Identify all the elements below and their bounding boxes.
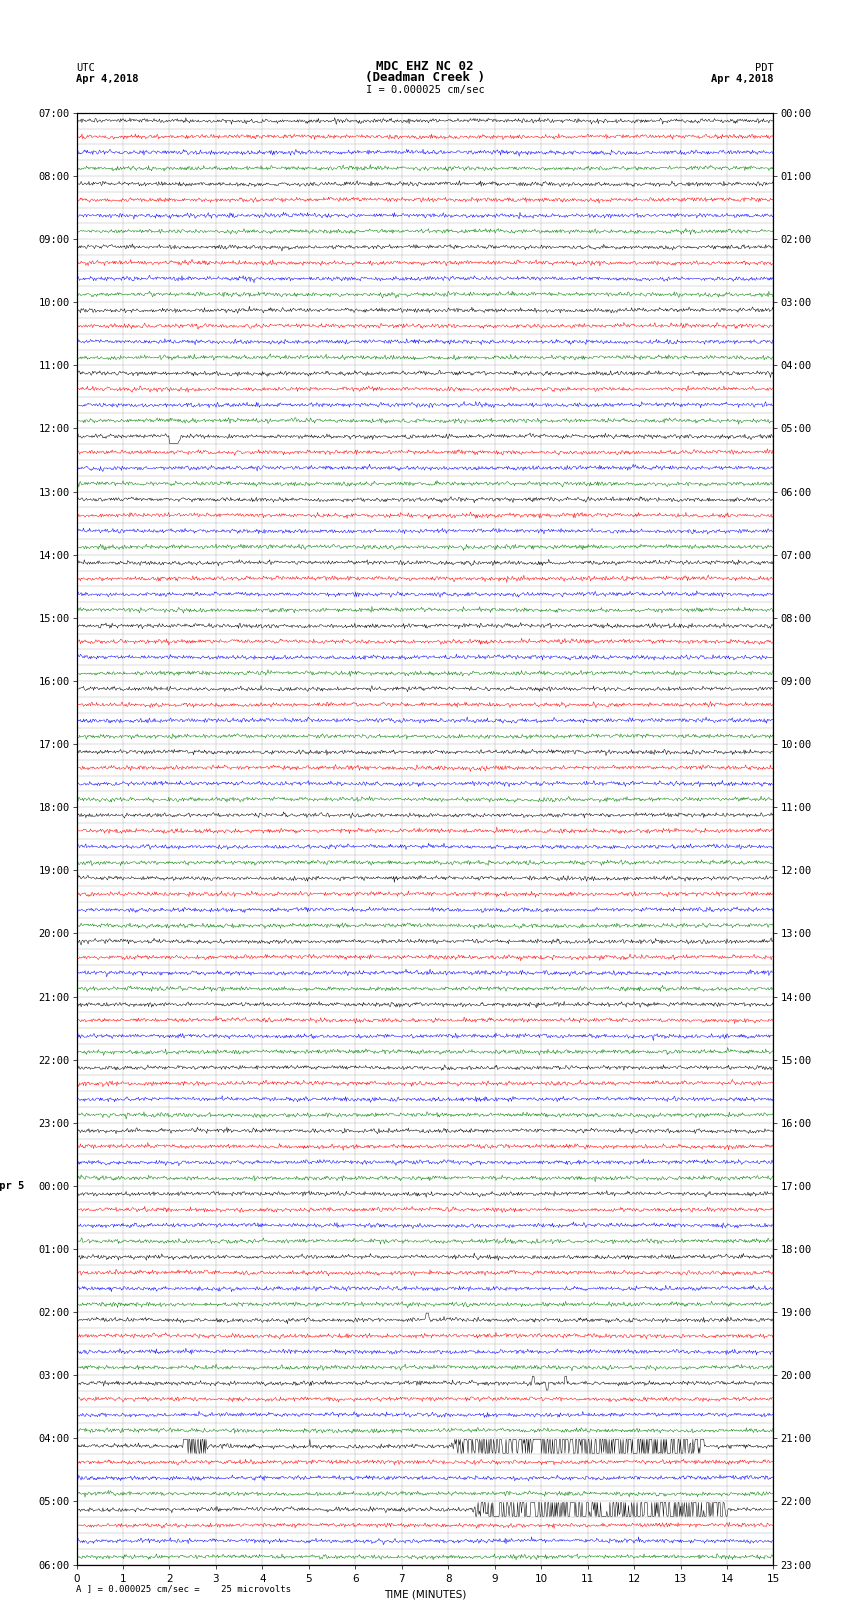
X-axis label: TIME (MINUTES): TIME (MINUTES) — [384, 1589, 466, 1598]
Text: (Deadman Creek ): (Deadman Creek ) — [365, 71, 485, 84]
Text: A ] = 0.000025 cm/sec =    25 microvolts: A ] = 0.000025 cm/sec = 25 microvolts — [76, 1584, 292, 1594]
Text: UTC: UTC — [76, 63, 95, 73]
Text: Apr 5: Apr 5 — [0, 1181, 25, 1190]
Text: PDT: PDT — [755, 63, 774, 73]
Text: Apr 4,2018: Apr 4,2018 — [76, 74, 139, 84]
Text: Apr 4,2018: Apr 4,2018 — [711, 74, 774, 84]
Text: MDC EHZ NC 02: MDC EHZ NC 02 — [377, 60, 473, 73]
Text: I = 0.000025 cm/sec: I = 0.000025 cm/sec — [366, 85, 484, 95]
